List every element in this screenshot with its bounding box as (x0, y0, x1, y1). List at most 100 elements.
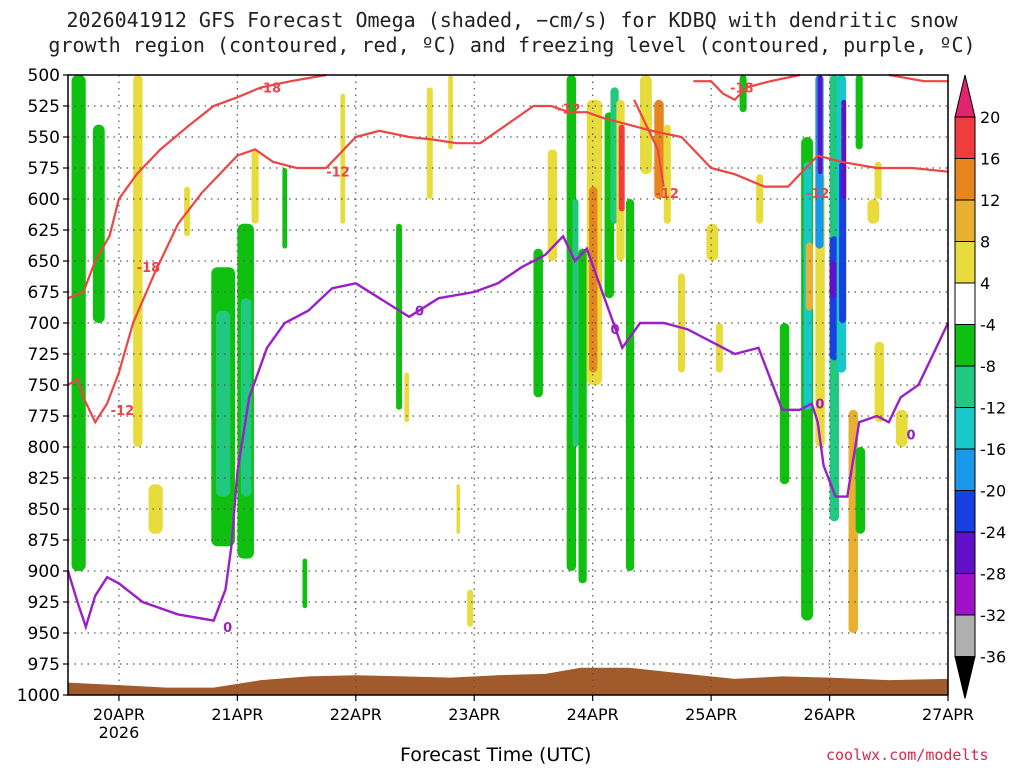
dgz-contour-line (67, 104, 949, 425)
omega-shade-cell (739, 75, 747, 113)
colorbar-label: 16 (980, 150, 1000, 169)
x-tick-label: 21APR (211, 705, 263, 724)
dgz-contour-label: -12 (806, 187, 830, 202)
colorbar-label: -16 (980, 440, 1006, 459)
colorbar-label: 8 (980, 233, 990, 252)
freezing-contour-label: 0 (223, 621, 232, 636)
x-year-label: 2026 (99, 723, 140, 742)
x-axis-title: Forecast Time (UTC) (400, 744, 592, 766)
dgz-contour-label: -18 (730, 81, 754, 96)
credit-link[interactable]: coolwx.com/modelts (826, 746, 989, 764)
colorbar-label: -20 (980, 482, 1006, 501)
omega-shade-cell (756, 174, 764, 224)
omega-shade-cell (867, 199, 880, 224)
dgz-contour-label: -12 (557, 102, 581, 117)
omega-shade-cell (855, 75, 863, 150)
omega-shading (71, 75, 908, 633)
axes: 500 525 550 575 600 625 650 675 700 725 750 775 800 8… (17, 66, 974, 742)
freezing-contour-label: 0 (815, 398, 824, 413)
y-tick-label: 875 (28, 531, 60, 551)
omega-shade-cell (589, 186, 598, 373)
colorbar-swatch (954, 531, 976, 574)
y-tick-label: 650 (28, 252, 60, 272)
omega-shade-cell (302, 558, 308, 609)
y-tick-label: 625 (28, 221, 60, 241)
y-tick-label: 850 (28, 500, 60, 520)
omega-shade-cell (282, 168, 288, 249)
omega-shade-cell (715, 323, 723, 373)
colorbar-swatch (954, 241, 976, 284)
y-tick-label: 1000 (17, 686, 60, 706)
chart-title-line2: growth region (contoured, red, ºC) and f… (48, 33, 976, 57)
dgz-contour-line (633, 99, 665, 187)
omega-shade-cell (547, 149, 558, 261)
colorbar-swatch (954, 324, 976, 367)
y-tick-label: 500 (28, 66, 60, 86)
omega-shade-cell (677, 273, 686, 373)
y-tick-label: 725 (28, 345, 60, 365)
omega-shade-cell (855, 447, 866, 534)
colorbar-min-arrow (954, 656, 976, 699)
omega-shade-cell (839, 161, 847, 323)
colorbar-swatch (954, 448, 976, 491)
x-tick-label: 23APR (448, 705, 500, 724)
x-tick-label: 20APR (93, 705, 145, 724)
x-tick-label: 27APR (922, 705, 974, 724)
colorbar-label: -24 (980, 523, 1006, 542)
colorbar-label: -36 (980, 648, 1006, 667)
x-tick-label: 25APR (685, 705, 737, 724)
omega-shade-cell (216, 310, 231, 497)
colorbar: 20 16 12 8 4 -4 -8 -12 -16 -20 -24 -28 -32 -36 (954, 74, 1006, 699)
colorbar-label: -28 (980, 565, 1006, 584)
y-tick-label: 600 (28, 190, 60, 210)
dgz-contour-line (693, 73, 801, 102)
dgz-contour-label: -12 (326, 166, 350, 181)
omega-shade-cell (829, 261, 837, 299)
ground-area (68, 667, 948, 695)
colorbar-label: 12 (980, 191, 1000, 210)
dgz-contour-label: -12 (111, 404, 135, 419)
dgz-contour-line (67, 73, 327, 300)
omega-shade-cell (340, 93, 346, 224)
freezing-level-contour-line (66, 234, 950, 631)
omega-shade-cell (148, 484, 163, 534)
colorbar-label: -32 (980, 606, 1006, 625)
colorbar-label: -8 (980, 357, 996, 376)
omega-shade-cell (467, 589, 474, 627)
colorbar-swatch (954, 282, 976, 325)
y-tick-label: 950 (28, 624, 60, 644)
colorbar-swatch (954, 365, 976, 408)
colorbar-swatch (954, 573, 976, 616)
omega-shade-cell (426, 87, 433, 199)
y-tick-label: 825 (28, 469, 60, 489)
colorbar-swatch (954, 116, 976, 159)
y-tick-label: 775 (28, 407, 60, 427)
omega-shade-cell (805, 242, 813, 311)
x-tick-label: 22APR (330, 705, 382, 724)
y-tick-label: 675 (28, 283, 60, 303)
omega-shade-cell (404, 372, 410, 423)
contours: -18 -18 -12 -12 -12 -12 -12 -18 0 0 0 0 0 (66, 73, 950, 636)
omega-shade-cell (533, 248, 543, 398)
omega-shade-cell (841, 99, 847, 199)
omega-shade-cell (895, 409, 908, 447)
y-tick-label: 550 (28, 128, 60, 148)
y-tick-label: 800 (28, 438, 60, 458)
ground-layer (68, 667, 948, 695)
colorbar-label: -4 (980, 316, 996, 335)
y-tick-label: 900 (28, 562, 60, 582)
omega-shade-cell (92, 124, 105, 323)
colorbar-max-arrow (954, 74, 976, 118)
omega-shade-cell (396, 223, 402, 410)
colorbar-label: 20 (980, 108, 1000, 127)
omega-shade-cell (251, 149, 259, 224)
colorbar-swatch (954, 199, 976, 242)
colorbar-label: -12 (980, 399, 1006, 418)
colorbar-swatch (954, 407, 976, 450)
dgz-contour-label: -18 (258, 81, 282, 96)
omega-shade-cell (663, 124, 671, 224)
colorbar-swatch (954, 490, 976, 533)
colorbar-label: 4 (980, 274, 990, 293)
omega-shade-cell (706, 223, 719, 261)
